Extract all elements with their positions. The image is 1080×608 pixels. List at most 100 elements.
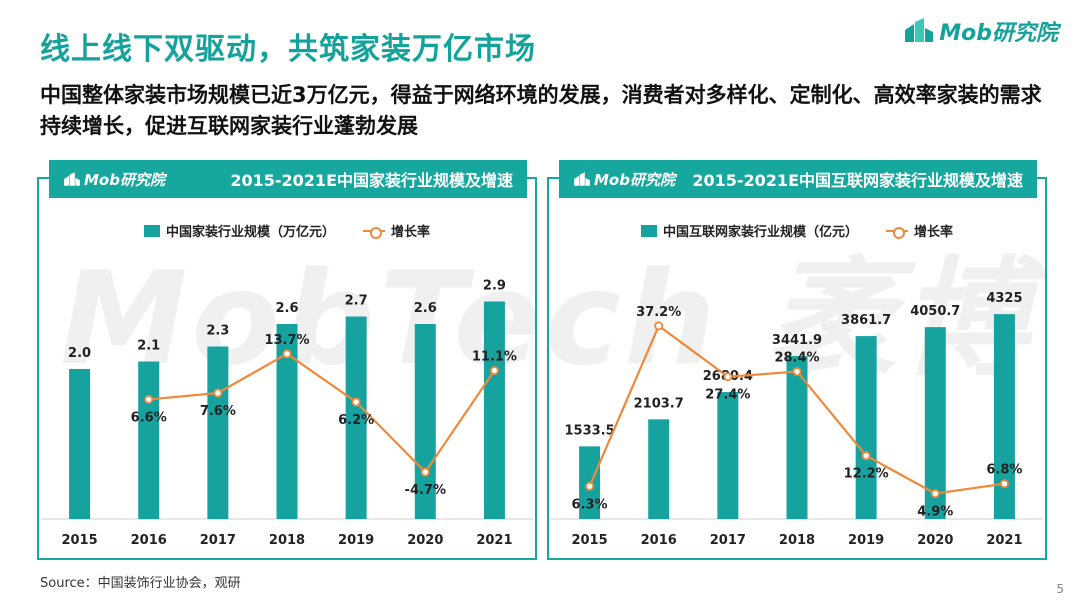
growth-value-label: 37.2% [636,305,681,320]
panel-header-logo-text: Mob研究院 [84,170,165,189]
legend-label-bar: 中国互联网家装行业规模（亿元） [662,225,858,240]
chart-panel-internet-decoration: Mob研究院 2015-2021E中国互联网家装行业规模及增速 中国互联网家装行… [547,160,1047,560]
growth-value-label: 7.6% [200,404,236,419]
chart-home-decoration: 2.0 2015 2.1 2016 2.3 2017 2.6 2018 2.7 2019 2.6 20… [41,279,533,548]
bar-value-label: 2.9 [483,279,506,294]
growth-value-label: -4.7% [405,483,446,498]
bar [138,361,160,519]
bar [924,327,946,519]
legend-swatch-line [886,225,908,239]
bar [717,392,739,519]
growth-value-label: 27.4% [705,388,750,403]
bar-value-label: 2.1 [137,339,160,354]
bar-value-label: 2.3 [206,324,229,339]
growth-point [861,451,871,461]
bar [855,336,877,519]
x-tick-label: 2017 [710,533,746,548]
growth-point [144,394,154,404]
bar-value-label: 2.0 [68,346,91,361]
mob-logo-icon [905,18,934,42]
mob-logo-icon [64,171,80,186]
x-tick-label: 2015 [571,533,607,548]
page-number: 5 [1056,582,1064,596]
legend-swatch-bar [640,224,657,237]
legend-item-bar: 中国家装行业规模（万亿元） [143,221,335,240]
bar [207,346,229,519]
growth-value-label: 13.7% [264,333,309,348]
panel-header-logo: Mob研究院 [573,169,675,190]
chart-title: 2015-2021E中国家装行业规模及增速 [230,171,513,190]
x-tick-label: 2016 [641,533,677,548]
x-tick-label: 2019 [338,533,374,548]
growth-value-label: 6.6% [131,410,167,425]
growth-value-label: 6.2% [338,413,374,428]
chart-internet-decoration: 1533.520152103.720162680.420173441.92018… [551,291,1043,548]
bar-value-label: 2103.7 [634,396,684,411]
growth-point [930,489,940,499]
bar-value-label: 2.7 [345,294,368,309]
growth-value-label: 12.2% [844,467,889,482]
legend-label-line: 增长率 [914,225,954,240]
brand-name: Mob研究院 [939,21,1058,46]
bar [414,324,436,519]
bar [786,355,808,519]
growth-point [999,479,1009,489]
growth-value-label: 6.3% [572,497,608,512]
bar [483,301,505,519]
legend-label-bar: 中国家装行业规模（万亿元） [165,225,335,240]
growth-point [213,388,223,398]
brand-logo: Mob研究院 [903,14,1058,48]
growth-point [654,321,664,331]
legend-swatch-bar [143,224,160,237]
x-tick-label: 2019 [848,533,884,548]
x-tick-label: 2015 [61,533,97,548]
x-tick-label: 2021 [476,533,512,548]
bar [993,314,1015,519]
bar [69,369,91,519]
growth-point [282,349,292,359]
bar-value-label: 4325 [986,291,1022,306]
chart-legend: 中国互联网家装行业规模（亿元） 增长率 [549,221,1045,240]
growth-point [723,372,733,382]
growth-point [585,481,595,491]
legend-item-bar: 中国互联网家装行业规模（亿元） [640,221,858,240]
legend-label-line: 增长率 [391,225,431,240]
legend-swatch-line [363,225,385,239]
panel-header-logo: Mob研究院 [63,169,165,190]
bar [648,419,670,519]
growth-point [420,467,430,477]
growth-value-label: 4.9% [917,505,953,520]
bar-value-label: 1533.5 [564,423,614,438]
growth-point [792,367,802,377]
bar-value-label: 4050.7 [910,304,960,319]
x-tick-label: 2018 [269,533,305,548]
panel-header-logo-text: Mob研究院 [594,170,675,189]
bar-value-label: 3441.9 [772,333,822,348]
x-tick-label: 2018 [779,533,815,548]
legend-item-line: 增长率 [886,221,953,240]
growth-line [148,352,496,474]
growth-value-label: 11.1% [472,350,517,365]
bar-value-label: 2.6 [275,301,298,316]
panel-header: Mob研究院 2015-2021E中国家装行业规模及增速 [49,160,527,198]
chart-legend: 中国家装行业规模（万亿元） 增长率 [39,221,535,240]
x-tick-label: 2020 [917,533,953,548]
mob-logo-icon [574,171,590,186]
bar [276,324,298,519]
panel-header: Mob研究院 2015-2021E中国互联网家装行业规模及增速 [559,160,1037,198]
source-note: Source：中国装饰行业协会，观研 [40,576,241,591]
x-tick-label: 2021 [986,533,1022,548]
growth-point [351,397,361,407]
growth-value-label: 6.8% [986,463,1022,478]
growth-value-label: 28.4% [774,351,819,366]
x-tick-label: 2020 [407,533,443,548]
page-subtitle: 中国整体家装市场规模已近3万亿元，得益于网络环境的发展，消费者对多样化、定制化、… [40,83,1042,138]
page-title: 线上线下双驱动，共筑家装万亿市场 [40,32,536,67]
bar [345,316,367,519]
chart-title: 2015-2021E中国互联网家装行业规模及增速 [692,171,1023,190]
legend-item-line: 增长率 [363,221,430,240]
bar-value-label: 3861.7 [841,313,891,328]
x-tick-label: 2017 [200,533,236,548]
x-tick-label: 2016 [131,533,167,548]
growth-point [489,365,499,375]
